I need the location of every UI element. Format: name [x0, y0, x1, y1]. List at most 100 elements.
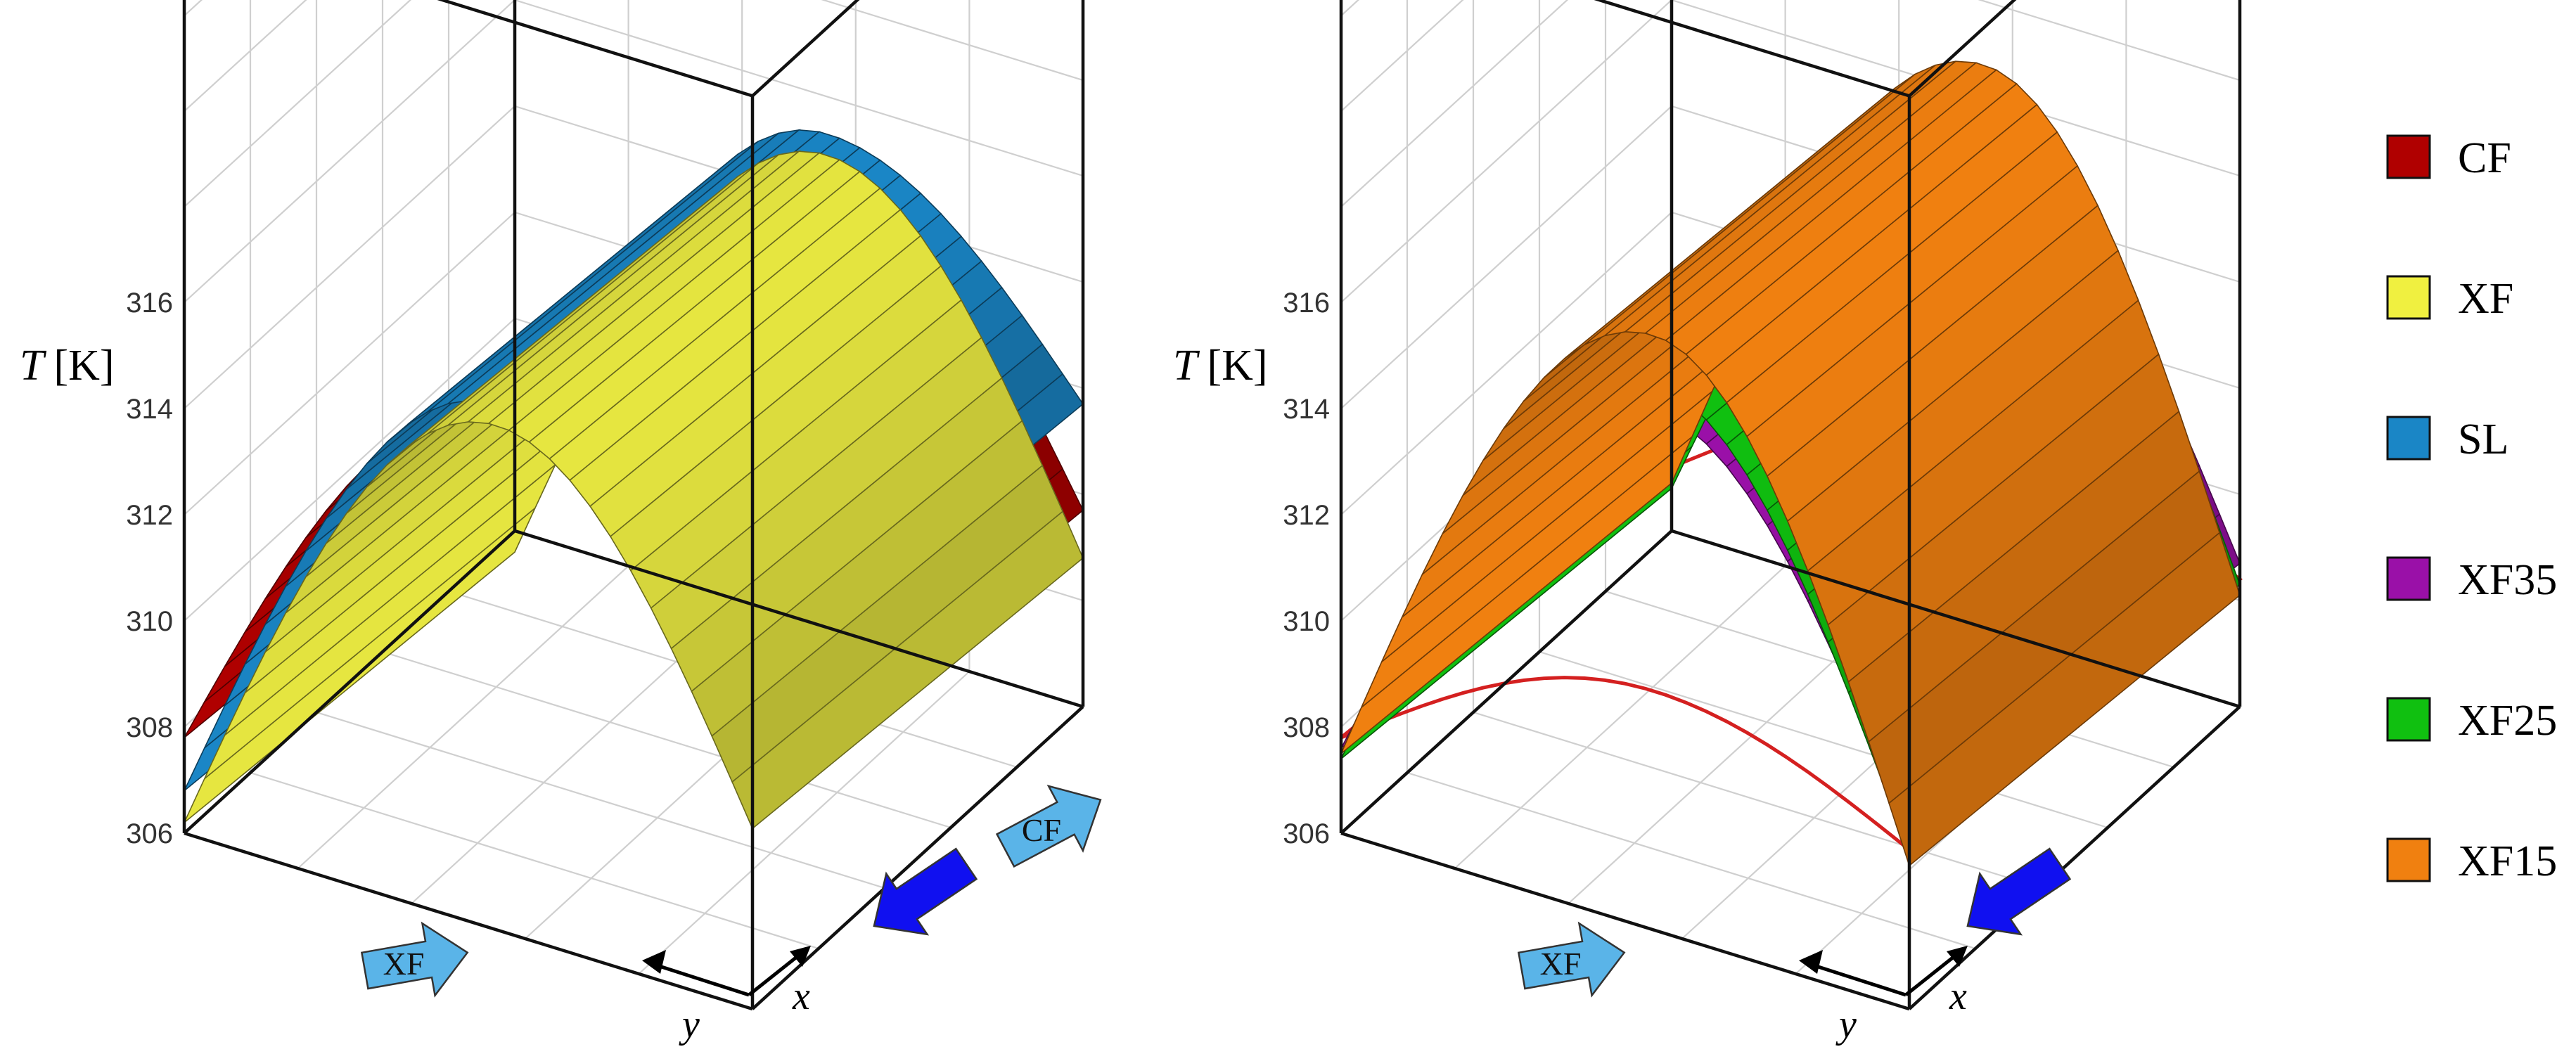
- box-edge: [1671, 529, 2241, 709]
- grid-line: [316, 711, 885, 889]
- box-edge: [514, 529, 1084, 709]
- grid-line: [1539, 650, 2108, 829]
- grid-line: [1340, 0, 2241, 207]
- x-direction-line: [1904, 950, 1962, 996]
- legend-item-xf35: XF35: [2386, 556, 2557, 604]
- x-direction-line: [748, 950, 805, 996]
- left-z-axis-unit: [K]: [53, 342, 114, 390]
- flow-arrow-inflow: [1966, 847, 2072, 936]
- flow-arrow-shape: [1517, 921, 1626, 998]
- box-edge: [1340, 831, 1910, 1011]
- z-tick-label: 312: [1283, 500, 1330, 531]
- right-panel: 306 308 310 312 314 316 T [K] XF y x: [1173, 0, 2243, 1046]
- flow-arrow-inflow: [873, 847, 978, 936]
- legend-swatch: [2386, 275, 2431, 320]
- z-tick-label: 306: [126, 818, 173, 849]
- grid-line: [184, 0, 1084, 207]
- legend-label: XF25: [2458, 697, 2557, 745]
- flow-arrow-label: XF: [1540, 946, 1582, 982]
- legend-label: SL: [2458, 416, 2508, 463]
- z-tick-label: 306: [1283, 818, 1330, 849]
- right-bounding-box: [1339, 0, 2242, 1011]
- box-edge: [437, 0, 753, 98]
- grid-line: [297, 565, 629, 869]
- legend-label: XF: [2458, 275, 2513, 323]
- legend-swatch: [2386, 134, 2431, 179]
- left-z-axis-title: T [K]: [20, 342, 115, 390]
- left-z-ticks: 306 308 310 312 314 316: [126, 288, 173, 849]
- legend-label: CF: [2458, 134, 2511, 182]
- box-edge: [1908, 0, 2017, 98]
- legend-swatch: [2386, 697, 2431, 742]
- box-edge: [1908, 705, 2241, 1010]
- flow-arrow-shape: [1966, 847, 2072, 936]
- z-tick-label: 314: [1283, 394, 1330, 425]
- left-z-axis-var: T: [20, 342, 47, 390]
- z-tick-label: 310: [1283, 606, 1330, 637]
- z-tick-label: 308: [1283, 712, 1330, 743]
- box-edge: [751, 705, 1084, 1010]
- box-edge: [1594, 0, 1910, 98]
- flow-arrow-shape: [995, 784, 1102, 868]
- left-bounding-box: [182, 0, 1085, 1011]
- grid-line: [1406, 771, 1976, 950]
- grid-line: [1340, 0, 2241, 303]
- legend-swatch: [2386, 837, 2431, 882]
- legend-item-xf25: XF25: [2386, 697, 2557, 745]
- right-flow-arrows: XF: [1517, 847, 2072, 998]
- y-direction-arrowhead: [1799, 950, 1823, 974]
- grid-line: [184, 0, 307, 113]
- flow-arrow-label: XF: [383, 946, 425, 982]
- z-tick-label: 310: [126, 606, 173, 637]
- surface-xf15: [1340, 60, 2241, 867]
- right-z-axis-title: T [K]: [1173, 342, 1268, 390]
- grid-line: [1340, 0, 1464, 113]
- legend: CF XF SL XF35 XF25 XF15: [2386, 134, 2557, 885]
- right-z-axis-var: T: [1173, 342, 1200, 390]
- legend-item-cf: CF: [2386, 134, 2511, 182]
- y-direction-label: y: [1835, 1003, 1857, 1046]
- flow-arrow-shape: [873, 847, 978, 936]
- box-edge: [751, 0, 860, 98]
- grid-line: [250, 771, 819, 950]
- grid-line: [638, 671, 970, 975]
- z-tick-label: 316: [126, 288, 173, 319]
- grid-line: [1340, 0, 1360, 17]
- legend-item-sl: SL: [2386, 416, 2508, 463]
- legend-swatch: [2386, 556, 2431, 601]
- y-direction-line: [650, 961, 750, 997]
- box-edge: [1340, 529, 1673, 835]
- legend-swatch: [2386, 416, 2431, 461]
- x-direction-label: x: [792, 975, 810, 1018]
- left-direction-axes: yx: [642, 946, 811, 1046]
- y-direction-arrowhead: [642, 950, 666, 974]
- box-edge: [183, 529, 516, 835]
- right-surfaces: [1340, 60, 2243, 867]
- flow-arrow-xf: XF: [360, 921, 469, 998]
- flow-arrow-xf: XF: [1517, 921, 1626, 998]
- grid-line: [184, 0, 203, 17]
- y-direction-line: [1807, 961, 1907, 997]
- right-z-axis-unit: [K]: [1207, 342, 1267, 390]
- flow-arrow-label: CF: [1022, 812, 1061, 848]
- x-direction-label: x: [1949, 975, 1967, 1018]
- legend-label: XF35: [2458, 556, 2557, 604]
- z-tick-label: 316: [1283, 288, 1330, 319]
- legend-label: XF15: [2458, 837, 2557, 885]
- surface-xf: [184, 150, 1084, 830]
- left-surfaces: [184, 129, 1084, 830]
- grid-line: [184, 0, 1084, 303]
- legend-item-xf: XF: [2386, 275, 2513, 323]
- legend-item-xf15: XF15: [2386, 837, 2557, 885]
- z-tick-label: 312: [126, 500, 173, 531]
- y-direction-label: y: [679, 1003, 700, 1046]
- grid-line: [382, 650, 951, 829]
- box-edge: [184, 831, 753, 1011]
- z-tick-label: 314: [126, 394, 173, 425]
- flow-arrow-shape: [360, 921, 469, 998]
- x-direction-arrowhead: [1947, 946, 1968, 967]
- left-flow-arrows: XF CF: [360, 784, 1102, 998]
- grid-line: [1454, 565, 1786, 869]
